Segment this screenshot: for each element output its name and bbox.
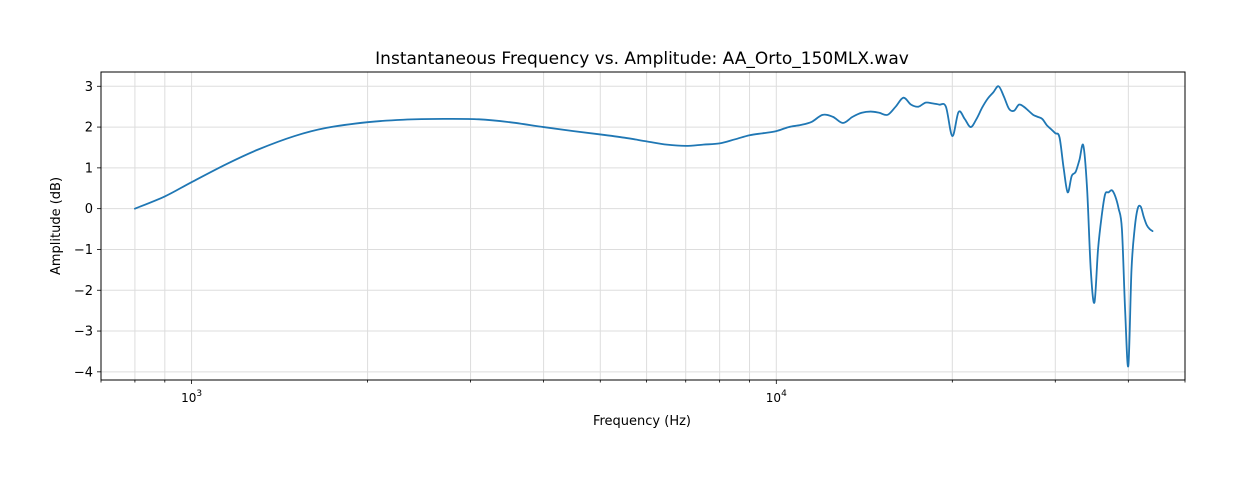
x-tick-label: 103 [181, 389, 202, 405]
y-tick-label: 1 [85, 161, 93, 176]
y-tick-label: −1 [74, 243, 93, 258]
y-axis-label: Amplitude (dB) [49, 177, 64, 275]
y-tick-label: 0 [85, 202, 93, 217]
plot-frame [100, 71, 1186, 381]
plot-area-background [101, 72, 1185, 380]
chart-title: Instantaneous Frequency vs. Amplitude: A… [375, 49, 909, 69]
grid-layer [100, 72, 1186, 380]
y-tick-label: −3 [74, 325, 93, 340]
x-axis-label: Frequency (Hz) [593, 414, 691, 429]
amplitude-series-line [134, 85, 1154, 368]
x-tick-label: 104 [766, 389, 787, 405]
y-tick-label: 2 [85, 121, 93, 136]
y-tick-label: −4 [74, 365, 93, 380]
series-layer [134, 85, 1154, 368]
y-tick-label: 3 [85, 80, 93, 95]
tick-layer: 103 104 3 2 1 0 −1 −2 −3 −4 [74, 80, 1186, 405]
y-tick-label: −2 [74, 284, 93, 299]
